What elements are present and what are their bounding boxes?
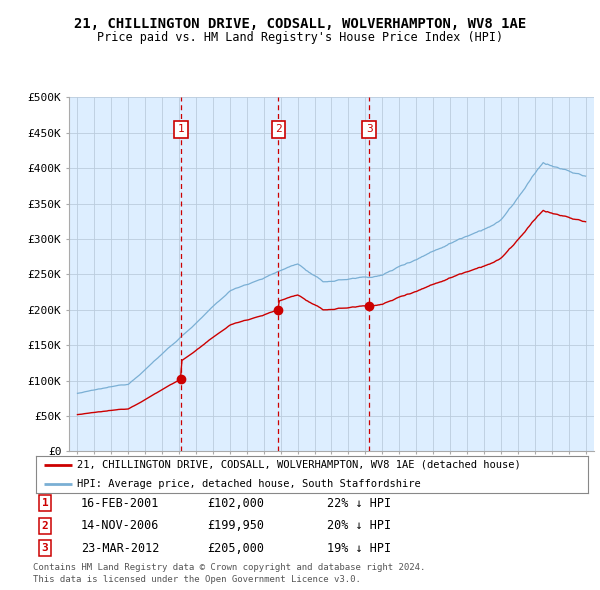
Text: 19% ↓ HPI: 19% ↓ HPI xyxy=(327,542,391,555)
Text: HPI: Average price, detached house, South Staffordshire: HPI: Average price, detached house, Sout… xyxy=(77,479,421,489)
Text: 16-FEB-2001: 16-FEB-2001 xyxy=(81,497,160,510)
Text: 21, CHILLINGTON DRIVE, CODSALL, WOLVERHAMPTON, WV8 1AE (detached house): 21, CHILLINGTON DRIVE, CODSALL, WOLVERHA… xyxy=(77,460,521,470)
Text: 1: 1 xyxy=(178,124,184,134)
Text: 20% ↓ HPI: 20% ↓ HPI xyxy=(327,519,391,532)
Text: 3: 3 xyxy=(366,124,373,134)
Text: £199,950: £199,950 xyxy=(207,519,264,532)
Text: Price paid vs. HM Land Registry's House Price Index (HPI): Price paid vs. HM Land Registry's House … xyxy=(97,31,503,44)
Text: £205,000: £205,000 xyxy=(207,542,264,555)
Text: 2: 2 xyxy=(41,521,49,530)
Text: 23-MAR-2012: 23-MAR-2012 xyxy=(81,542,160,555)
Text: £102,000: £102,000 xyxy=(207,497,264,510)
Text: 2: 2 xyxy=(275,124,282,134)
Text: 1: 1 xyxy=(41,499,49,508)
Text: This data is licensed under the Open Government Licence v3.0.: This data is licensed under the Open Gov… xyxy=(33,575,361,584)
Text: Contains HM Land Registry data © Crown copyright and database right 2024.: Contains HM Land Registry data © Crown c… xyxy=(33,563,425,572)
Text: 22% ↓ HPI: 22% ↓ HPI xyxy=(327,497,391,510)
Text: 3: 3 xyxy=(41,543,49,553)
Text: 21, CHILLINGTON DRIVE, CODSALL, WOLVERHAMPTON, WV8 1AE: 21, CHILLINGTON DRIVE, CODSALL, WOLVERHA… xyxy=(74,17,526,31)
Text: 14-NOV-2006: 14-NOV-2006 xyxy=(81,519,160,532)
